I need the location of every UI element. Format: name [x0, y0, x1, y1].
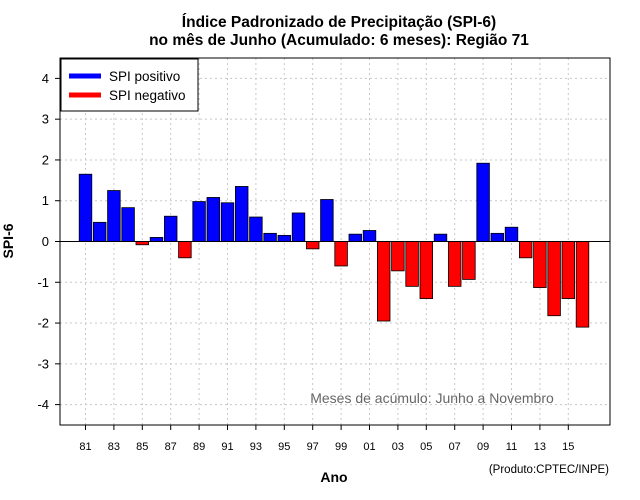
y-tick-label: 3 — [42, 112, 49, 127]
x-tick-label: 03 — [392, 441, 404, 453]
x-tick-label: 93 — [250, 441, 262, 453]
y-tick-label: 1 — [42, 193, 49, 208]
bar-95 — [277, 234, 292, 242]
bar-14 — [547, 241, 561, 317]
x-tick-label: 87 — [165, 441, 177, 453]
bar-11 — [504, 226, 519, 242]
bar-05 — [419, 241, 434, 299]
x-tick-label: 09 — [477, 441, 489, 453]
legend-label-positive: SPI positivo — [109, 69, 180, 84]
legend-box — [60, 58, 199, 112]
bar-12 — [519, 241, 533, 259]
x-tick-label: 95 — [278, 441, 290, 453]
bar-13 — [533, 241, 547, 288]
x-tick-label: 07 — [449, 441, 461, 453]
product-credit: (Produto:CPTEC/INPE) — [489, 464, 609, 476]
bar-94 — [263, 232, 277, 242]
chart-title: Índice Padronizado de Precipitação (SPI-… — [182, 14, 496, 31]
bar-81 — [78, 173, 93, 242]
legend-label-negative: SPI negativo — [109, 88, 186, 103]
y-tick-label: -1 — [37, 275, 49, 290]
bar-83 — [107, 190, 121, 242]
bar-02 — [376, 241, 391, 322]
bar-89 — [192, 201, 206, 242]
chart-subtitle: no mês de Junho (Acumulado: 6 meses): Re… — [149, 32, 529, 49]
bar-15 — [561, 241, 576, 299]
bar-07 — [447, 241, 462, 287]
x-tick-label: 81 — [79, 441, 91, 453]
x-tick-label: 15 — [562, 441, 574, 453]
x-tick-label: 13 — [534, 441, 546, 453]
bar-04 — [405, 241, 419, 287]
bar-08 — [462, 241, 476, 280]
y-tick-label: 0 — [42, 234, 49, 249]
x-tick-label: 83 — [108, 441, 120, 453]
bar-91 — [220, 202, 235, 242]
y-tick-label: -4 — [37, 397, 49, 412]
bar-01 — [362, 230, 377, 242]
x-tick-label: 89 — [193, 441, 205, 453]
x-axis-label: Ano — [320, 469, 347, 485]
x-tick-label: 01 — [363, 441, 375, 453]
bar-98 — [320, 199, 334, 242]
plot-frame — [59, 57, 611, 426]
bar-03 — [391, 241, 405, 272]
x-tick-label: 11 — [506, 441, 517, 453]
bar-86 — [149, 237, 164, 242]
accumulation-annotation: Meses de acúmulo: Junho a Novembro — [310, 390, 554, 406]
x-tick-label: 85 — [136, 441, 148, 453]
y-axis-label: SPI-6 — [0, 223, 16, 258]
bar-00 — [348, 233, 363, 242]
bar-06 — [433, 233, 448, 242]
y-tick-label: 4 — [42, 71, 49, 86]
legend: SPI positivo SPI negativo — [60, 58, 199, 112]
y-tick-label: 2 — [42, 152, 49, 167]
x-tick-label: 05 — [420, 441, 432, 453]
x-tick-label: 91 — [221, 441, 233, 453]
bar-97 — [305, 241, 320, 250]
bar-92 — [234, 186, 249, 242]
bar-10 — [490, 232, 505, 242]
y-tick-label: -2 — [37, 316, 49, 331]
bar-16 — [575, 241, 590, 328]
bar-96 — [291, 212, 306, 242]
x-tick-label: 97 — [307, 441, 319, 453]
bar-93 — [249, 216, 263, 242]
bar-87 — [163, 215, 178, 242]
bar-99 — [334, 241, 348, 267]
bar-88 — [178, 241, 192, 259]
bar-09 — [476, 162, 490, 242]
bars — [78, 162, 590, 328]
bar-82 — [93, 221, 107, 242]
bar-90 — [206, 197, 221, 242]
y-tick-label: -3 — [37, 356, 49, 371]
x-tick-label: 99 — [335, 441, 347, 453]
bar-84 — [121, 207, 135, 242]
